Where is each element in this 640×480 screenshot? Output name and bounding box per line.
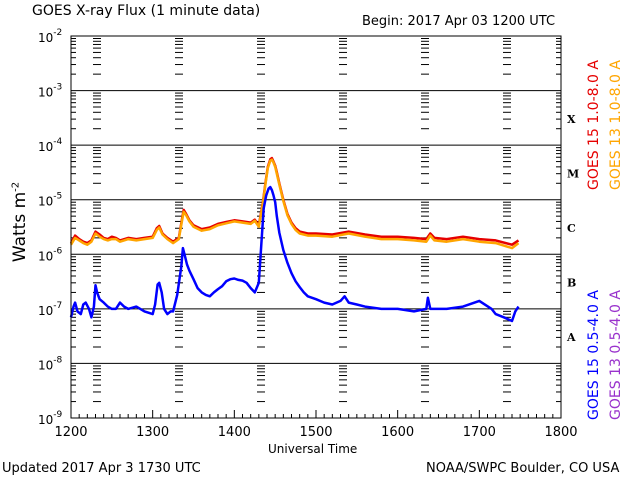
flare-class-label: X (567, 113, 576, 126)
series-line (69, 156, 520, 246)
y-tick-label: 10-9 (38, 410, 63, 427)
x-tick-label: 1700 (463, 425, 496, 440)
y-tick-label: 10-3 (38, 83, 62, 100)
flare-class-label: A (566, 331, 576, 344)
x-tick-label: 1300 (136, 425, 169, 440)
flare-class-label: C (567, 222, 576, 235)
x-tick-label: 1500 (299, 425, 332, 440)
flare-class-label: B (567, 277, 576, 290)
chart-labels: 1200 1300 1400 1500 1600 1700 1800 10-9 10-8 10-7… (38, 28, 624, 440)
x-tick-label: 1600 (381, 425, 414, 440)
x-axis-label: Universal Time (268, 442, 358, 456)
chart-series (69, 156, 520, 323)
plot-frame (70, 35, 562, 419)
y-tick-label: 10-6 (38, 246, 63, 263)
begin-time: Begin: 2017 Apr 03 1200 UTC (362, 14, 556, 29)
x-tick-label: 1400 (218, 425, 251, 440)
chart-title: GOES X-ray Flux (1 minute data) (32, 3, 261, 19)
legend-entry: GOES 13 1.0-8.0 A (608, 60, 624, 190)
y-axis-label-sup: -2 (10, 181, 22, 192)
chart-ticks (70, 37, 562, 418)
series-line (69, 185, 520, 323)
updated-time: Updated 2017 Apr 3 1730 UTC (2, 461, 201, 476)
x-tick-label: 1200 (54, 425, 87, 440)
legend-entry: GOES 15 1.0-8.0 A (586, 60, 602, 190)
y-tick-label: 10-5 (38, 192, 62, 209)
legend-entry: GOES 13 0.5-4.0 A (608, 290, 624, 420)
legend-entry: GOES 15 0.5-4.0 A (586, 290, 602, 420)
y-axis-label-text: Watts m (10, 191, 30, 263)
x-tick-label: 1800 (544, 425, 577, 440)
data-source: NOAA/SWPC Boulder, CO USA (426, 461, 620, 476)
series-line (69, 158, 520, 250)
y-tick-label: 10-4 (38, 137, 63, 154)
chart-grid (71, 35, 561, 419)
y-axis-label: Watts m-2 (10, 182, 30, 262)
flare-class-label: M (567, 167, 579, 180)
y-tick-label: 10-7 (38, 301, 62, 318)
y-tick-label: 10-8 (38, 355, 63, 372)
y-tick-label: 10-2 (38, 28, 62, 45)
